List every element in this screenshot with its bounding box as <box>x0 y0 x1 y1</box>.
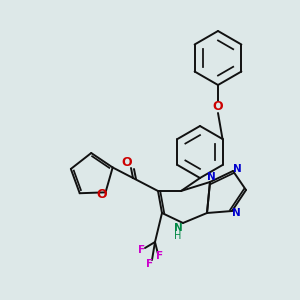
Text: H: H <box>174 231 182 241</box>
Text: F: F <box>138 245 146 255</box>
Text: O: O <box>96 188 107 201</box>
Text: N: N <box>207 172 215 182</box>
Text: N: N <box>232 208 240 218</box>
Text: O: O <box>122 157 132 169</box>
Text: N: N <box>232 164 242 174</box>
Text: N: N <box>174 223 182 233</box>
Text: F: F <box>156 251 164 261</box>
Text: O: O <box>213 100 223 113</box>
Text: F: F <box>146 259 154 269</box>
